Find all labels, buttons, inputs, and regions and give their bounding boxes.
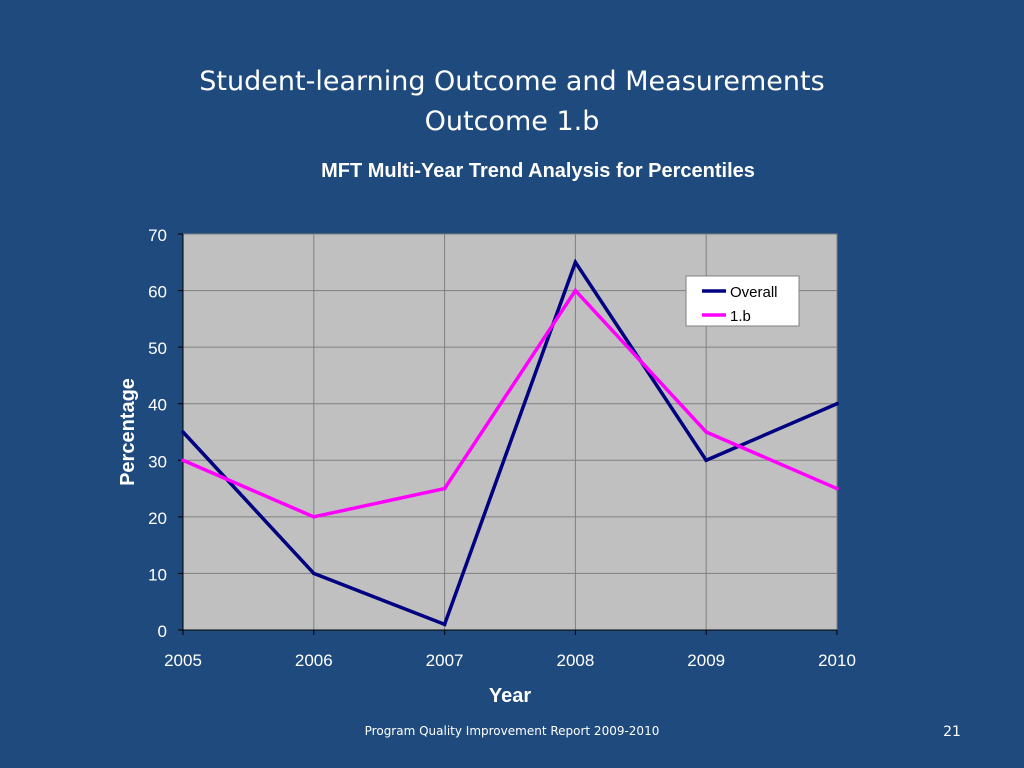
slide-title: Student-learning Outcome and Measurement… [0, 62, 1024, 142]
data-point-1-b [442, 486, 447, 491]
chart-title: MFT Multi-Year Trend Analysis for Percen… [321, 160, 755, 182]
footer-text: Program Quality Improvement Report 2009-… [364, 724, 660, 738]
x-tick-label: 2006 [295, 651, 333, 670]
y-axis-label: Percentage [117, 378, 139, 486]
y-tick-label: 60 [148, 283, 167, 302]
series-lines [181, 258, 839, 627]
series-line-1-b [182, 287, 838, 519]
chart-legend: Overall 1.b [685, 275, 800, 327]
legend-label-overall: Overall [730, 284, 778, 301]
data-point-1-b [835, 486, 839, 491]
data-point-overall [442, 622, 447, 627]
data-point-overall [573, 260, 578, 265]
data-point-overall [181, 430, 185, 434]
data-point-1-b [573, 288, 578, 293]
x-tick-label: 2010 [818, 651, 856, 670]
legend-label-1-b: 1.b [730, 308, 751, 325]
x-tick-label: 2009 [687, 651, 725, 670]
data-point-overall [835, 401, 839, 406]
data-point-overall [312, 571, 316, 576]
y-tick-label: 70 [148, 226, 167, 245]
series-line-overall [181, 258, 838, 627]
x-tick-label: 2005 [164, 651, 202, 670]
legend-box [685, 275, 800, 327]
y-tick-label: 20 [148, 509, 167, 528]
y-tick-label: 30 [148, 452, 167, 471]
data-point-1-b [312, 515, 316, 519]
x-axis-label: Year [489, 685, 531, 707]
page-number: 21 [943, 724, 961, 740]
x-tick-label: 2008 [556, 651, 594, 670]
data-point-overall [704, 458, 708, 463]
y-tick-label: 10 [148, 565, 167, 584]
y-tick-label: 40 [148, 396, 167, 415]
y-tick-label: 0 [158, 622, 167, 641]
data-point-1-b [181, 458, 185, 463]
tick-labels: 0 10 20 30 40 50 60 70 2005 2006 2007 2008 2009 2010 [148, 226, 856, 670]
slide-title-line1: Student-learning Outcome and Measurement… [199, 66, 825, 97]
slide-title-line2: Outcome 1.b [424, 106, 600, 137]
x-tick-label: 2007 [426, 651, 464, 670]
data-point-1-b [704, 430, 708, 434]
y-tick-label: 50 [148, 339, 167, 358]
